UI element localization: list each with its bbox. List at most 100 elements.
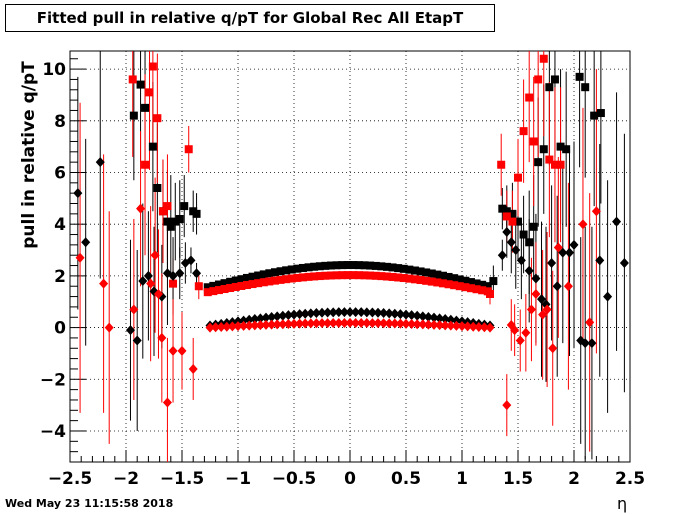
- data-point-diamond: [390, 308, 400, 319]
- data-point-diamond: [150, 250, 160, 261]
- data-point-square: [562, 145, 571, 154]
- data-point-diamond: [339, 317, 349, 328]
- data-point-diamond: [125, 325, 135, 336]
- data-point-diamond: [451, 320, 461, 331]
- data-point-diamond: [132, 335, 142, 346]
- data-point-square: [153, 114, 162, 123]
- data-point-square: [343, 271, 352, 280]
- data-point-square: [310, 272, 319, 281]
- data-point-diamond: [395, 309, 405, 320]
- y-tick-label: 2: [54, 267, 66, 287]
- data-point-diamond: [474, 322, 484, 333]
- data-point-square: [338, 261, 347, 270]
- data-point-diamond: [485, 322, 495, 333]
- data-point-diamond: [603, 291, 613, 302]
- data-point-diamond: [168, 270, 178, 281]
- data-point-diamond: [300, 318, 310, 329]
- data-point-diamond: [216, 322, 226, 333]
- data-point-square: [416, 276, 425, 285]
- data-point-diamond: [239, 315, 249, 326]
- data-point-square: [304, 272, 313, 281]
- data-point-diamond: [295, 309, 305, 320]
- data-point-diamond: [548, 343, 558, 354]
- data-point-diamond: [390, 318, 400, 329]
- data-point-diamond: [585, 317, 595, 328]
- data-point-square: [466, 284, 475, 293]
- data-point-square: [214, 286, 223, 295]
- data-point-square: [590, 111, 599, 120]
- data-point-diamond: [188, 363, 198, 374]
- data-point-square: [366, 261, 375, 270]
- data-point-square: [166, 222, 175, 231]
- data-point-square: [226, 283, 235, 292]
- x-tick-label: −1: [225, 469, 251, 489]
- data-point-square: [194, 282, 203, 291]
- y-tick-label: 10: [42, 60, 66, 80]
- data-point-diamond: [367, 318, 377, 329]
- data-point-square: [338, 271, 347, 280]
- data-point-square: [287, 274, 296, 283]
- data-point-square: [382, 262, 391, 271]
- data-point-square: [282, 266, 291, 275]
- y-tick-label: 0: [54, 319, 66, 339]
- data-point-diamond: [418, 311, 428, 322]
- data-point-square: [265, 277, 274, 286]
- data-point-square: [461, 283, 470, 292]
- data-point-diamond: [401, 309, 411, 320]
- data-point-diamond: [531, 273, 541, 284]
- data-point-diamond: [311, 318, 321, 329]
- data-point-square: [148, 142, 157, 151]
- data-point-diamond: [289, 309, 299, 320]
- data-point-diamond: [250, 320, 260, 331]
- data-point-square: [321, 271, 330, 280]
- data-point-square: [438, 271, 447, 280]
- data-point-square: [287, 265, 296, 274]
- data-point-square: [534, 75, 543, 84]
- data-point-square: [209, 281, 218, 290]
- data-point-square: [545, 83, 554, 92]
- data-point-diamond: [538, 309, 548, 320]
- data-point-square: [444, 272, 453, 281]
- y-tick-label: 8: [54, 112, 66, 132]
- data-point-diamond: [412, 319, 422, 330]
- data-point-square: [405, 274, 414, 283]
- data-point-diamond: [283, 310, 293, 321]
- data-point-diamond: [250, 314, 260, 325]
- data-point-diamond: [587, 338, 597, 349]
- data-point-square: [455, 282, 464, 291]
- data-point-square: [254, 279, 263, 288]
- data-point-square: [508, 209, 517, 218]
- data-point-diamond: [351, 317, 361, 328]
- data-point-diamond: [446, 320, 456, 331]
- data-point-square: [461, 276, 470, 285]
- data-point-diamond: [440, 314, 450, 325]
- data-point-diamond: [283, 318, 293, 329]
- data-point-diamond: [328, 318, 338, 329]
- data-point-square: [525, 93, 534, 102]
- data-point-diamond: [175, 268, 185, 279]
- data-point-diamond: [531, 288, 541, 299]
- data-point-square: [422, 276, 431, 285]
- data-point-diamond: [547, 257, 557, 268]
- data-point-square: [394, 273, 403, 282]
- data-point-square: [203, 288, 212, 297]
- data-point-square: [514, 217, 522, 226]
- data-point-square: [184, 145, 193, 154]
- data-point-square: [293, 264, 302, 273]
- data-point-square: [416, 267, 425, 276]
- data-point-square: [349, 271, 358, 280]
- data-point-square: [163, 217, 172, 226]
- data-point-square: [388, 263, 397, 272]
- data-point-diamond: [146, 278, 156, 289]
- data-point-diamond: [612, 216, 622, 227]
- data-point-square: [321, 261, 330, 270]
- tick-labels: −2.5 −2 −1.5 −1 −0.5 0 0.5 1 1.5 2 2.5 −4 −2 0 2 4 6 8 10: [40, 60, 645, 489]
- x-tick-label: 1.5: [503, 469, 533, 489]
- data-point-square: [371, 261, 380, 270]
- data-point-diamond: [435, 320, 445, 331]
- data-point-diamond: [81, 237, 91, 248]
- data-point-square: [438, 279, 447, 288]
- data-point-square: [332, 261, 341, 270]
- data-point-square: [410, 266, 419, 275]
- data-point-square: [556, 142, 565, 151]
